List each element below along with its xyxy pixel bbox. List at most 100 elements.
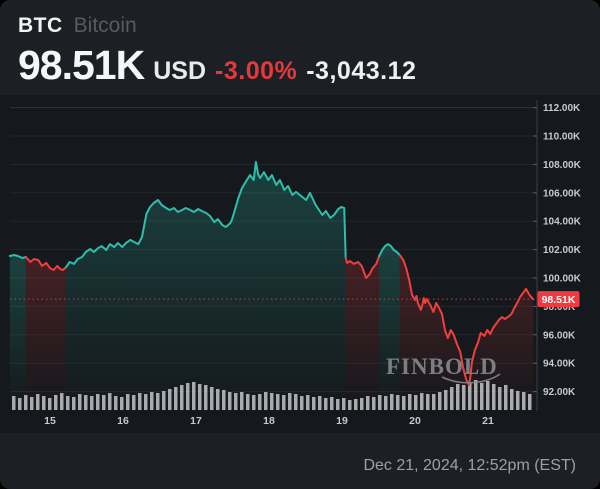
x-axis-label: 18 <box>263 415 275 427</box>
volume-bar <box>432 394 436 410</box>
volume-bar <box>222 390 226 410</box>
watermark-text: FINBOLD <box>386 354 498 379</box>
volume-bar <box>102 395 106 410</box>
volume-bar <box>312 397 316 410</box>
y-axis-label: 106.00K <box>543 188 582 199</box>
price-line <box>8 254 27 259</box>
price-line <box>378 243 401 257</box>
volume-bar <box>156 393 160 410</box>
volume-bar <box>66 396 70 410</box>
volume-bar <box>150 392 154 410</box>
price-area-fill <box>25 257 67 411</box>
finbold-watermark: FINBOLD <box>386 354 501 384</box>
price-line <box>344 255 381 279</box>
volume-bar <box>108 393 112 410</box>
volume-bar <box>162 391 166 410</box>
volume-bar <box>186 383 190 410</box>
volume-bar <box>210 387 214 410</box>
volume-bar <box>270 393 274 410</box>
volume-bar <box>528 394 532 410</box>
price-line <box>398 254 535 387</box>
volume-bar <box>306 395 310 410</box>
volume-bar <box>414 395 418 410</box>
volume-bar <box>42 396 46 410</box>
volume-bar <box>444 390 448 410</box>
volume-bar <box>438 392 442 410</box>
volume-bar <box>324 398 328 410</box>
volume-bar <box>240 392 244 410</box>
price-area-fill <box>66 162 346 411</box>
y-axis-label: 92.00K <box>543 387 576 398</box>
current-price: 98.51K <box>18 42 145 88</box>
volume-bar <box>486 381 490 410</box>
price-currency: USD <box>153 57 207 85</box>
volume-bar <box>378 395 382 410</box>
price-area-fill <box>9 255 26 411</box>
y-axis-label: 110.00K <box>543 132 581 143</box>
asset-name: Bitcoin <box>73 14 137 37</box>
volume-bar <box>420 393 424 410</box>
current-price-badge-label: 98.51K <box>542 294 576 306</box>
volume-bar <box>468 382 472 410</box>
y-axis-label: 94.00K <box>543 359 576 370</box>
price-area-fill <box>379 244 400 411</box>
volume-bar <box>36 394 40 410</box>
volume-bar <box>510 389 514 410</box>
volume-bar <box>168 389 172 410</box>
volume-bar <box>450 387 454 410</box>
volume-bar <box>198 384 202 410</box>
volume-bar <box>498 387 502 410</box>
volume-bar <box>402 396 406 410</box>
volume-bar <box>282 395 286 410</box>
chart-header: BTC Bitcoin 98.51K USD -3.00% -3,043.12 <box>18 14 416 86</box>
volume-bar <box>354 399 358 410</box>
y-axis-label: 100.00K <box>543 274 582 285</box>
volume-bar <box>126 394 130 410</box>
volume-bar <box>216 389 220 410</box>
volume-bar <box>24 395 28 410</box>
x-axis-label: 20 <box>409 415 421 427</box>
volume-bar <box>288 393 292 410</box>
y-axis-label: 98.00K <box>543 302 576 313</box>
y-axis-label: 104.00K <box>543 217 582 228</box>
volume-bar <box>342 398 346 410</box>
volume-bar <box>60 393 64 410</box>
volume-bar <box>348 400 352 410</box>
volume-bar <box>204 385 208 410</box>
volume-bar <box>180 385 184 410</box>
volume-bar <box>120 397 124 410</box>
volume-bar <box>516 391 520 410</box>
current-price-badge <box>537 291 580 308</box>
volume-bar <box>300 396 304 410</box>
volume-bar <box>96 394 100 410</box>
volume-bar <box>318 396 322 410</box>
y-axis-label: 96.00K <box>543 330 576 341</box>
price-area-fill <box>345 256 380 411</box>
x-axis-label: 16 <box>117 415 129 427</box>
y-axis-label: 108.00K <box>543 160 582 171</box>
volume-bar <box>192 382 196 410</box>
asset-symbol: BTC <box>18 14 63 37</box>
volume-bar <box>114 396 118 410</box>
volume-bar <box>12 396 16 410</box>
volume-bar <box>54 395 58 410</box>
volume-bar <box>48 398 52 410</box>
volume-bar <box>372 397 376 410</box>
volume-bar <box>228 392 232 410</box>
volume-bar <box>294 394 298 410</box>
volume-bar <box>90 396 94 410</box>
volume-bar <box>480 383 484 410</box>
x-axis-label: 15 <box>44 415 56 427</box>
price-line <box>24 256 68 271</box>
volume-bar <box>492 384 496 410</box>
volume-bar <box>366 396 370 410</box>
volume-bar <box>258 394 262 410</box>
volume-bar <box>330 397 334 410</box>
volume-bar <box>408 394 412 410</box>
volume-bar <box>390 394 394 410</box>
volume-bar <box>426 394 430 410</box>
watermark-swoosh-icon <box>441 373 501 384</box>
volume-bar <box>78 394 82 410</box>
